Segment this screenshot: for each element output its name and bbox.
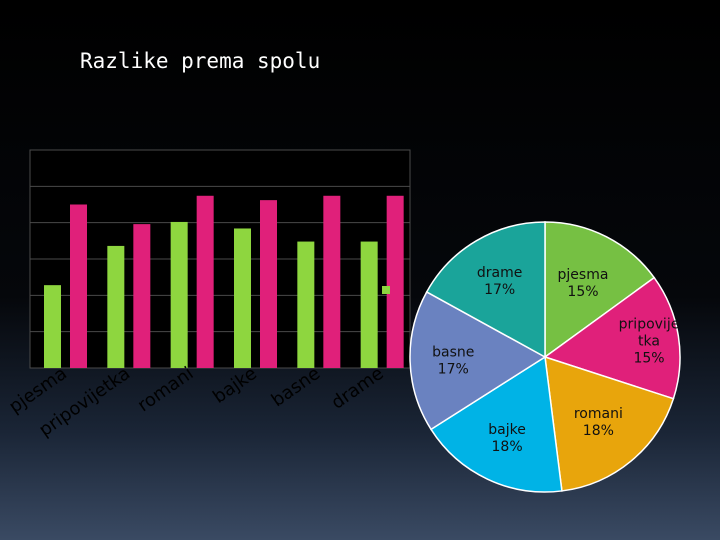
pie-slice-drame (425, 221, 546, 359)
bar-romani-series-1 (170, 221, 188, 368)
bar-pripovijetka-series-2 (133, 224, 151, 368)
bar-pjesma-series-2 (70, 204, 87, 368)
pie-label-pripovijetka: pripovije tka 15% (619, 317, 680, 367)
bar-category-label: basne (268, 363, 325, 411)
bar-bajke-series-1 (234, 228, 251, 368)
bar-pripovijetka-series-1 (107, 245, 125, 368)
bar-category-label: bajke (209, 363, 261, 408)
pie-slice-romani (544, 355, 675, 492)
bar-basne-series-2 (323, 195, 341, 368)
pie-chart: pjesma 15% pripovije tka 15% romani 18% bajke 18… (409, 221, 681, 493)
pie-slice-pjesma (544, 221, 656, 359)
pie-slice-pripovijetka (543, 276, 681, 400)
pie-label-pjesma: pjesma 15% (558, 267, 609, 300)
bar-bajke-series-2 (260, 200, 277, 368)
bar-pjesma-series-1 (44, 285, 61, 368)
bar-drame-series-1 (360, 241, 378, 368)
pie-slice-basne (409, 290, 547, 431)
pie-slices (409, 221, 681, 493)
pie-labels: pjesma 15% pripovije tka 15% romani 18% bajke 18… (432, 265, 679, 455)
bar-marks (44, 195, 404, 368)
bar-drame-series-2 (386, 195, 404, 368)
legend-marker (382, 286, 390, 294)
pie-label-drame: drame 17% (477, 265, 522, 298)
bar-gridlines (30, 185, 410, 333)
bar-romani-series-2 (196, 195, 214, 368)
slide-title: Razlike prema spolu (80, 49, 321, 73)
bar-basne-series-1 (297, 241, 315, 368)
bar-category-label: drame (328, 363, 388, 414)
pie-label-bajke: bajke 18% (488, 422, 526, 455)
pie-label-romani: romani 18% (574, 406, 623, 439)
bar-category-label: romani (134, 363, 198, 416)
pie-slice-bajke (429, 355, 563, 493)
pie-label-basne: basne 17% (432, 344, 474, 377)
